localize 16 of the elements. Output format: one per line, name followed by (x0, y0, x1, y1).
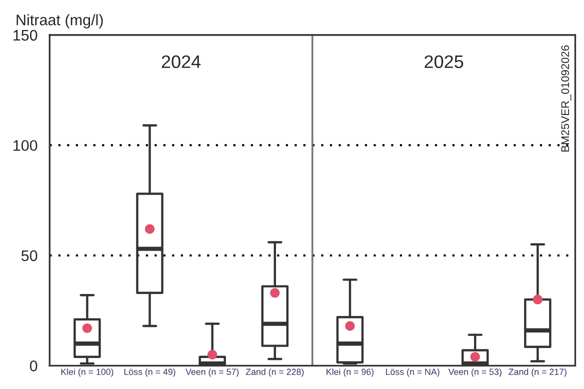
text: 2025 (424, 55, 464, 68)
x-tick-label: Klei (n = 100) (61, 368, 114, 377)
x-tick-label: Klei (n = 96) (326, 368, 374, 377)
text: 2024 (162, 55, 201, 68)
annotation: BM25VER_01092026 (561, 45, 572, 152)
y-axis-title: Nitraat (mg/l) (16, 14, 103, 28)
y-tick-label: 100 (14, 140, 38, 151)
x-tick-label: Veen (n = 53) (448, 368, 502, 377)
x-tick-label: Veen (n = 57) (186, 368, 239, 377)
y-tick-label: 0 (30, 360, 38, 372)
y-tick-label: 50 (21, 250, 38, 262)
y-tick-label: 150 (14, 30, 38, 41)
x-tick-label: Zand (n = 228) (246, 368, 304, 377)
x-tick-label: Zand (n = 217) (508, 368, 566, 377)
x-tick-label: Löss (n = 49) (124, 368, 176, 377)
x-tick-label: Löss (n = NA) (386, 368, 440, 377)
